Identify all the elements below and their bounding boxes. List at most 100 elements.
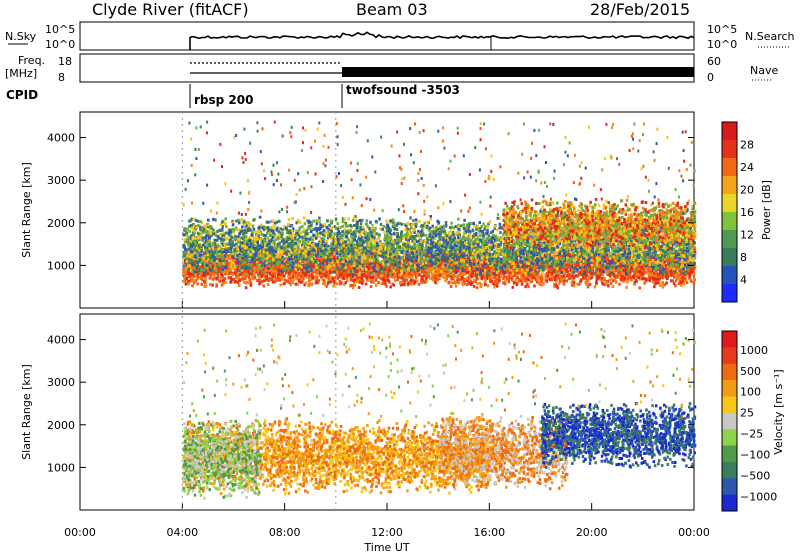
data-cell	[671, 279, 675, 283]
data-cell	[380, 277, 383, 281]
data-cell	[492, 282, 495, 286]
data-cell	[263, 279, 266, 283]
data-cell	[344, 281, 347, 285]
data-cell	[185, 279, 189, 283]
data-cell	[202, 271, 205, 275]
data-cell	[672, 281, 676, 285]
data-cell	[187, 275, 191, 279]
data-cell	[537, 269, 541, 273]
data-cell	[673, 274, 676, 278]
freq-label-2: [MHz]	[5, 67, 37, 80]
data-cell	[215, 283, 218, 287]
data-cell	[520, 276, 523, 280]
data-cell	[358, 252, 362, 255]
data-cell	[606, 281, 609, 285]
data-cell	[430, 267, 433, 271]
data-cell	[316, 256, 319, 260]
nave-tick-top: 60	[707, 55, 721, 68]
data-cell	[291, 275, 295, 279]
data-cell	[572, 276, 576, 280]
data-cell	[655, 281, 658, 285]
data-cell	[364, 271, 367, 275]
data-cell	[219, 276, 223, 280]
data-cell	[301, 279, 305, 283]
data-cell	[570, 280, 573, 284]
data-cell	[295, 277, 298, 281]
data-cell	[334, 252, 337, 256]
data-cell	[607, 284, 610, 288]
data-cell	[585, 278, 589, 282]
data-cell	[480, 283, 483, 287]
data-cell	[626, 280, 629, 284]
data-cell	[661, 285, 665, 289]
data-cell	[612, 279, 615, 283]
data-cell	[651, 280, 655, 284]
data-cell	[320, 275, 323, 279]
data-cell	[357, 286, 361, 289]
data-cell	[297, 277, 300, 281]
data-cell	[502, 281, 505, 285]
data-cell	[670, 272, 673, 276]
data-cell	[472, 278, 476, 282]
data-cell	[329, 276, 332, 279]
data-cell	[529, 259, 533, 263]
data-cell	[499, 271, 502, 275]
data-cell	[533, 284, 536, 288]
data-cell	[182, 268, 185, 272]
nsky-label: N.Sky	[5, 30, 37, 43]
data-cell	[557, 273, 561, 277]
data-cell	[474, 267, 477, 270]
data-cell	[472, 284, 476, 288]
data-cell	[238, 283, 241, 287]
data-cell	[568, 273, 572, 277]
data-cell	[693, 248, 697, 252]
data-cell	[312, 274, 315, 278]
data-cell	[572, 281, 576, 285]
data-cell	[268, 272, 272, 276]
data-cell	[201, 274, 205, 278]
data-cell	[387, 279, 390, 283]
data-cell	[505, 271, 508, 275]
data-cell	[229, 276, 233, 280]
data-cell	[287, 271, 291, 275]
cpid-mode-2: twofsound -3503	[346, 83, 460, 97]
data-cell	[369, 285, 373, 289]
freq-tick-top: 18	[58, 55, 72, 68]
data-cell	[557, 282, 561, 286]
data-cell	[601, 281, 604, 285]
data-cell	[590, 275, 593, 279]
freq-tick-bottom: 8	[58, 71, 65, 84]
data-cell	[586, 285, 590, 289]
data-cell	[262, 284, 266, 288]
data-cell	[681, 255, 684, 259]
data-cell	[611, 258, 615, 262]
data-cell	[398, 273, 401, 277]
data-cell	[326, 281, 330, 285]
data-cell	[633, 272, 637, 276]
data-cell	[576, 282, 579, 286]
data-cell	[689, 277, 692, 281]
data-cell	[468, 278, 472, 282]
nsearch-tick-bottom: 10^0	[707, 38, 737, 51]
data-cell	[553, 284, 556, 288]
data-cell	[211, 283, 214, 287]
data-cell	[538, 280, 541, 284]
data-cell	[301, 259, 304, 263]
data-cell	[451, 281, 454, 285]
data-cell	[343, 273, 347, 277]
data-cell	[400, 276, 404, 280]
data-cell	[464, 268, 468, 272]
data-cell	[319, 269, 323, 272]
data-cell	[468, 265, 472, 269]
nsky-trace	[189, 31, 695, 50]
data-cell	[377, 281, 380, 285]
data-cell	[666, 265, 669, 269]
data-cell	[680, 283, 683, 287]
data-cell	[417, 282, 421, 286]
data-cell	[515, 274, 518, 278]
data-cell	[519, 273, 522, 277]
data-cell	[220, 272, 223, 276]
data-cell	[529, 274, 532, 278]
data-cell	[306, 275, 309, 279]
data-cell	[418, 272, 421, 276]
